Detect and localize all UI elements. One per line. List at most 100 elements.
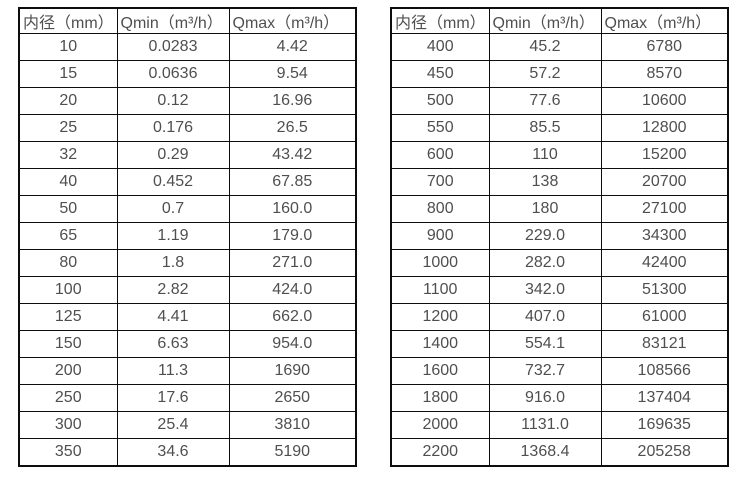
cell-qmin: 732.7 [488, 357, 602, 385]
cell-diameter: 1200 [390, 303, 490, 331]
table-row: 400 45.2 6780 [390, 33, 729, 61]
cell-qmin: 0.0636 [116, 60, 230, 88]
table-row: 65 1.19 179.0 [18, 222, 357, 250]
table-row: 1400 554.1 83121 [390, 330, 729, 358]
table-row: 450 57.2 8570 [390, 60, 729, 88]
cell-qmin: 282.0 [488, 249, 602, 277]
cell-qmin: 57.2 [488, 60, 602, 88]
cell-diameter: 2000 [390, 411, 490, 439]
cell-diameter: 600 [390, 141, 490, 169]
cell-qmin: 1.8 [116, 249, 230, 277]
cell-diameter: 32 [18, 141, 118, 169]
cell-qmin: 554.1 [488, 330, 602, 358]
cell-diameter: 125 [18, 303, 118, 331]
cell-qmin: 6.63 [116, 330, 230, 358]
cell-qmin: 1368.4 [488, 438, 602, 467]
header-row: 内径（mm） Qmin（m³/h） Qmax（m³/h） [390, 7, 729, 34]
cell-diameter: 1800 [390, 384, 490, 412]
cell-qmin: 229.0 [488, 222, 602, 250]
cell-qmin: 11.3 [116, 357, 230, 385]
cell-qmin: 77.6 [488, 87, 602, 115]
cell-qmax: 43.42 [228, 141, 357, 169]
table-row: 800 180 27100 [390, 195, 729, 223]
table-row: 40 0.452 67.85 [18, 168, 357, 196]
cell-diameter: 80 [18, 249, 118, 277]
cell-qmin: 180 [488, 195, 602, 223]
cell-diameter: 800 [390, 195, 490, 223]
cell-qmax: 61000 [600, 303, 729, 331]
cell-qmax: 108566 [600, 357, 729, 385]
cell-qmin: 85.5 [488, 114, 602, 142]
flow-table-left: 内径（mm） Qmin（m³/h） Qmax（m³/h） 10 0.0283 4… [18, 7, 357, 467]
cell-qmax: 20700 [600, 168, 729, 196]
cell-qmin: 916.0 [488, 384, 602, 412]
cell-diameter: 100 [18, 276, 118, 304]
header-qmax: Qmax（m³/h） [600, 7, 729, 34]
cell-diameter: 500 [390, 87, 490, 115]
cell-qmax: 137404 [600, 384, 729, 412]
table-row: 600 110 15200 [390, 141, 729, 169]
cell-qmin: 407.0 [488, 303, 602, 331]
cell-qmax: 169635 [600, 411, 729, 439]
cell-diameter: 50 [18, 195, 118, 223]
flow-rate-tables: 内径（mm） Qmin（m³/h） Qmax（m³/h） 10 0.0283 4… [18, 7, 729, 467]
cell-qmax: 205258 [600, 438, 729, 467]
cell-qmax: 4.42 [228, 33, 357, 61]
cell-qmax: 271.0 [228, 249, 357, 277]
table-row: 2200 1368.4 205258 [390, 438, 729, 467]
cell-qmin: 25.4 [116, 411, 230, 439]
header-inner-diameter: 内径（mm） [18, 7, 118, 34]
cell-qmax: 2650 [228, 384, 357, 412]
table-row: 550 85.5 12800 [390, 114, 729, 142]
cell-qmax: 5190 [228, 438, 357, 467]
cell-qmin: 0.452 [116, 168, 230, 196]
cell-diameter: 200 [18, 357, 118, 385]
table-row: 900 229.0 34300 [390, 222, 729, 250]
cell-qmax: 10600 [600, 87, 729, 115]
cell-qmax: 6780 [600, 33, 729, 61]
flow-table-right: 内径（mm） Qmin（m³/h） Qmax（m³/h） 400 45.2 67… [390, 7, 729, 467]
cell-diameter: 15 [18, 60, 118, 88]
cell-diameter: 25 [18, 114, 118, 142]
cell-diameter: 40 [18, 168, 118, 196]
header-row: 内径（mm） Qmin（m³/h） Qmax（m³/h） [18, 7, 357, 34]
cell-qmax: 424.0 [228, 276, 357, 304]
table-row: 10 0.0283 4.42 [18, 33, 357, 61]
table-row: 80 1.8 271.0 [18, 249, 357, 277]
cell-diameter: 2200 [390, 438, 490, 467]
cell-diameter: 150 [18, 330, 118, 358]
table-row: 15 0.0636 9.54 [18, 60, 357, 88]
cell-qmax: 160.0 [228, 195, 357, 223]
cell-qmax: 67.85 [228, 168, 357, 196]
cell-diameter: 700 [390, 168, 490, 196]
cell-qmax: 26.5 [228, 114, 357, 142]
table-row: 1600 732.7 108566 [390, 357, 729, 385]
table-row: 350 34.6 5190 [18, 438, 357, 467]
cell-diameter: 550 [390, 114, 490, 142]
table-row: 1000 282.0 42400 [390, 249, 729, 277]
cell-diameter: 1100 [390, 276, 490, 304]
cell-diameter: 350 [18, 438, 118, 467]
header-qmin: Qmin（m³/h） [116, 7, 230, 34]
cell-qmax: 15200 [600, 141, 729, 169]
cell-qmin: 0.29 [116, 141, 230, 169]
table-row: 125 4.41 662.0 [18, 303, 357, 331]
cell-diameter: 400 [390, 33, 490, 61]
cell-qmax: 42400 [600, 249, 729, 277]
cell-qmax: 1690 [228, 357, 357, 385]
cell-qmax: 51300 [600, 276, 729, 304]
header-qmin: Qmin（m³/h） [488, 7, 602, 34]
cell-qmin: 0.12 [116, 87, 230, 115]
cell-qmax: 34300 [600, 222, 729, 250]
cell-qmax: 662.0 [228, 303, 357, 331]
table-row: 250 17.6 2650 [18, 384, 357, 412]
cell-qmax: 179.0 [228, 222, 357, 250]
cell-qmax: 9.54 [228, 60, 357, 88]
cell-qmin: 34.6 [116, 438, 230, 467]
cell-diameter: 300 [18, 411, 118, 439]
header-qmax: Qmax（m³/h） [228, 7, 357, 34]
table-row: 150 6.63 954.0 [18, 330, 357, 358]
table-row: 2000 1131.0 169635 [390, 411, 729, 439]
cell-qmin: 2.82 [116, 276, 230, 304]
cell-diameter: 1400 [390, 330, 490, 358]
